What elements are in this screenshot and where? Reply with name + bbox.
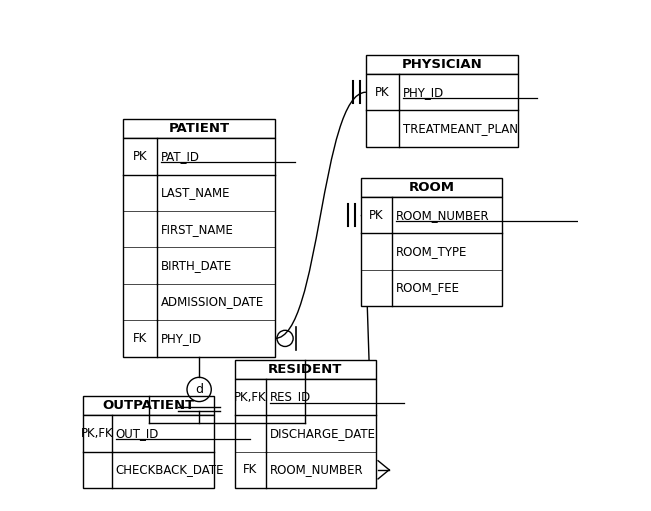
Bar xyxy=(123,138,275,357)
Text: PK: PK xyxy=(133,150,147,163)
Bar xyxy=(123,119,275,138)
Text: PK: PK xyxy=(369,208,383,222)
Bar xyxy=(361,178,503,197)
Text: OUT_ID: OUT_ID xyxy=(116,427,159,440)
Text: PK,FK: PK,FK xyxy=(81,427,114,440)
Bar xyxy=(366,55,518,74)
Text: FK: FK xyxy=(133,332,147,345)
Bar xyxy=(366,74,518,147)
Text: ADMISSION_DATE: ADMISSION_DATE xyxy=(161,295,264,309)
Text: d: d xyxy=(195,383,203,396)
Bar xyxy=(83,396,214,415)
Text: PHYSICIAN: PHYSICIAN xyxy=(402,58,482,71)
Text: PAT_ID: PAT_ID xyxy=(161,150,200,163)
Bar xyxy=(83,415,214,488)
Text: PHY_ID: PHY_ID xyxy=(404,86,445,99)
Text: ROOM_NUMBER: ROOM_NUMBER xyxy=(396,208,490,222)
Text: DISCHARGE_DATE: DISCHARGE_DATE xyxy=(270,427,376,440)
Text: ROOM: ROOM xyxy=(409,181,454,194)
Text: ROOM_TYPE: ROOM_TYPE xyxy=(396,245,467,258)
Text: FK: FK xyxy=(243,463,257,476)
Bar xyxy=(234,379,376,488)
Text: RES_ID: RES_ID xyxy=(270,390,311,404)
Text: PK,FK: PK,FK xyxy=(234,390,266,404)
Text: TREATMEANT_PLAN: TREATMEANT_PLAN xyxy=(404,122,518,135)
Text: ROOM_FEE: ROOM_FEE xyxy=(396,282,460,294)
Bar xyxy=(234,360,376,379)
Text: CHECKBACK_DATE: CHECKBACK_DATE xyxy=(116,463,225,476)
Bar xyxy=(361,197,503,306)
Text: PK: PK xyxy=(376,86,390,99)
Text: PHY_ID: PHY_ID xyxy=(161,332,202,345)
Text: PATIENT: PATIENT xyxy=(169,122,230,135)
Text: ROOM_NUMBER: ROOM_NUMBER xyxy=(270,463,363,476)
Text: RESIDENT: RESIDENT xyxy=(268,363,342,376)
Text: BIRTH_DATE: BIRTH_DATE xyxy=(161,259,232,272)
Text: LAST_NAME: LAST_NAME xyxy=(161,187,230,199)
Text: OUTPATIENT: OUTPATIENT xyxy=(102,399,195,412)
Text: FIRST_NAME: FIRST_NAME xyxy=(161,223,234,236)
